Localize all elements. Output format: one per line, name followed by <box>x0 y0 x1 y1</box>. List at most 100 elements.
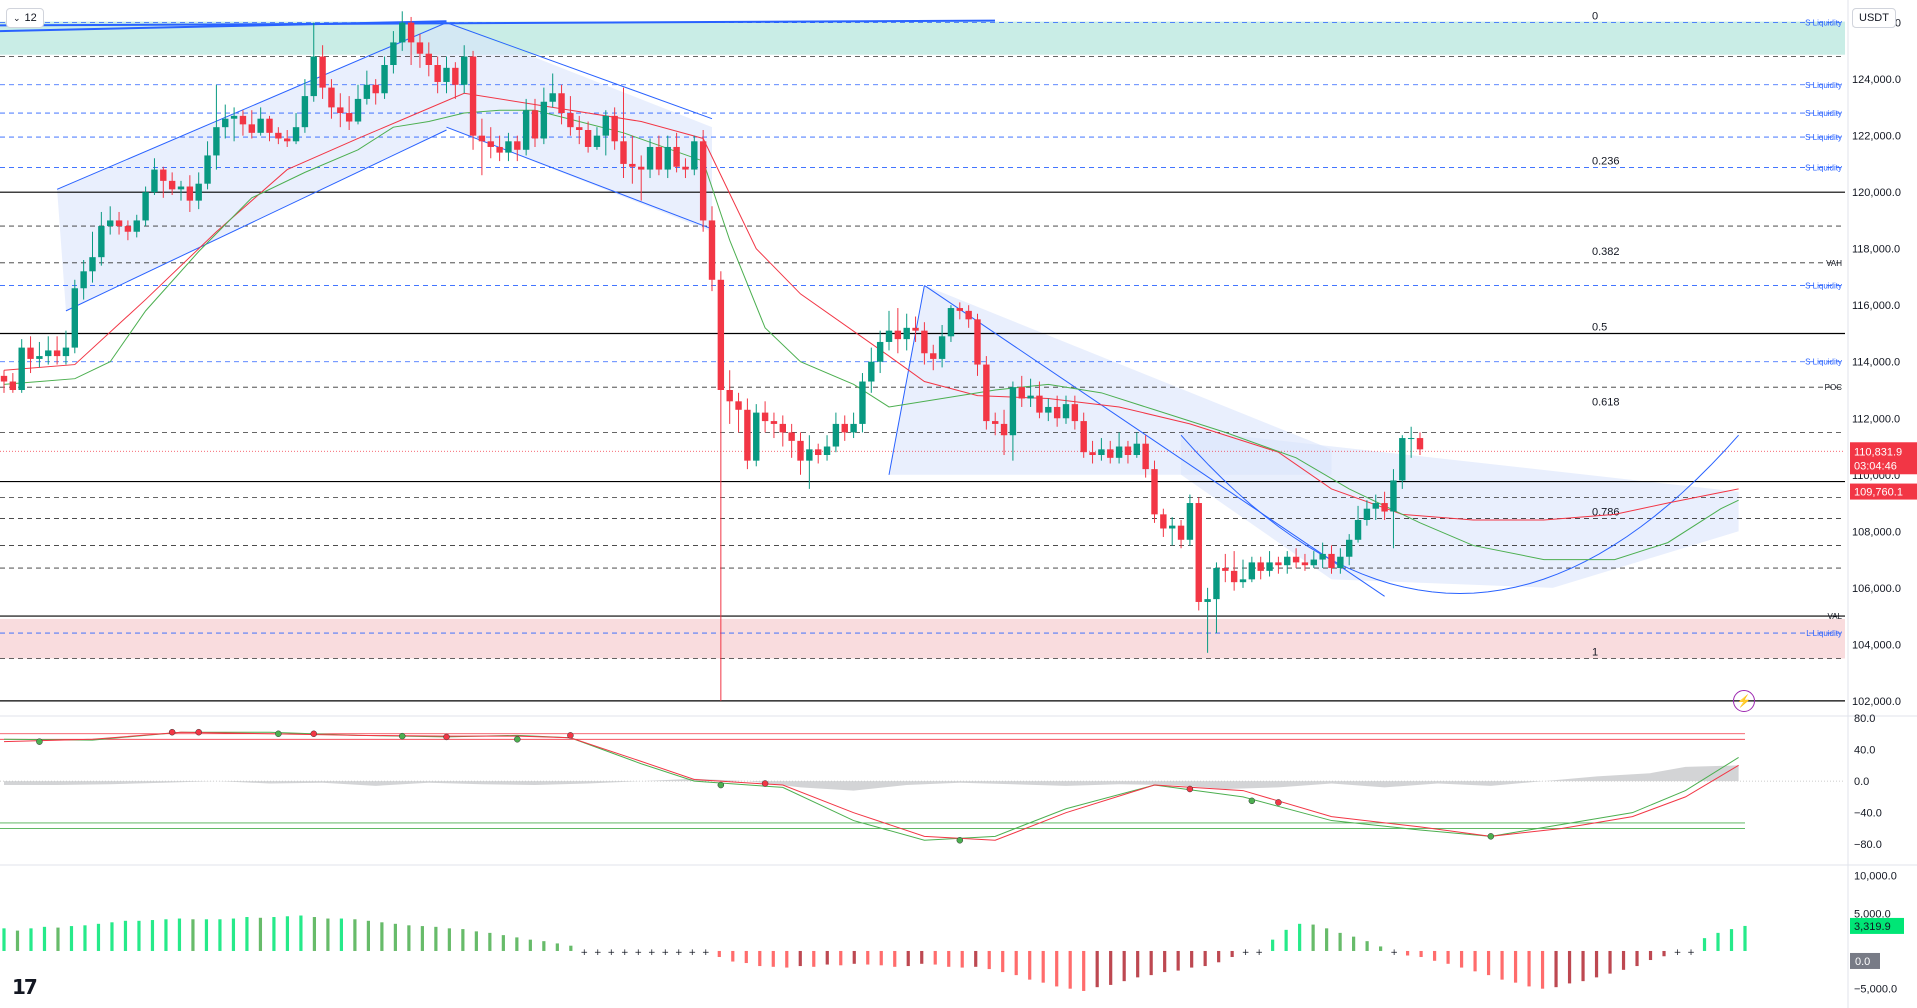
candle-body <box>98 226 105 258</box>
candle-body <box>328 87 335 108</box>
price-tick-label: 102,000.0 <box>1852 696 1901 708</box>
histogram-bar <box>987 950 991 970</box>
histogram-bar <box>960 950 964 968</box>
histogram-cross: + <box>1674 948 1682 958</box>
candle-body <box>638 166 645 170</box>
candle-body <box>823 446 831 455</box>
candle-body <box>80 271 87 289</box>
histogram-bar <box>1271 939 1275 951</box>
histogram-bar <box>542 941 546 951</box>
candle-body <box>62 347 70 357</box>
histogram-bar <box>1662 950 1666 957</box>
candle-body <box>71 288 78 348</box>
candle-body <box>956 308 963 311</box>
liquidity-label: S Liquidity <box>1805 281 1842 290</box>
candle-body <box>912 327 919 331</box>
candle-body <box>1151 469 1158 515</box>
histogram-bar <box>1513 950 1518 983</box>
fib-label: 0.786 <box>1592 507 1620 519</box>
histogram-cross: + <box>1255 948 1263 958</box>
histogram-bar <box>1540 950 1545 989</box>
candle-body <box>1407 438 1415 440</box>
fib-label: 0.236 <box>1592 156 1620 168</box>
candle-body <box>1213 568 1220 600</box>
histogram-cross: + <box>1687 948 1695 958</box>
histogram-zero-badge <box>1850 952 1880 969</box>
histogram-value-text: 3,319.9 <box>1854 921 1891 933</box>
candle-body <box>646 146 654 170</box>
cross-marker <box>168 728 176 736</box>
interval-label: 12 <box>24 12 37 24</box>
candle-body <box>682 166 689 170</box>
candle-body <box>753 412 760 461</box>
supply-zone <box>0 21 1845 55</box>
candle-body <box>779 423 786 433</box>
cross-marker <box>956 837 964 844</box>
histogram-bar <box>150 920 155 951</box>
candle-body <box>567 113 574 128</box>
price-tick-label: 124,000.0 <box>1852 74 1901 86</box>
fib-label: 1 <box>1592 646 1598 658</box>
candle-body <box>788 432 795 441</box>
histogram-bar <box>1621 950 1626 970</box>
histogram-bar <box>1284 929 1288 951</box>
currency-label[interactable]: USDT <box>1852 8 1896 28</box>
candle-body <box>1027 395 1034 399</box>
histogram-cross: + <box>621 948 629 958</box>
candle-body <box>894 330 902 340</box>
histogram-bar <box>974 950 978 967</box>
histogram-bar <box>1729 929 1734 951</box>
liquidity-label: S Liquidity <box>1805 19 1842 28</box>
histogram-bar <box>1203 950 1207 967</box>
histogram-tick-label: 10,000.0 <box>1854 871 1897 883</box>
histogram-bar <box>1500 950 1504 980</box>
candle-body <box>770 421 778 424</box>
candle-body <box>1399 438 1406 481</box>
histogram-cross: + <box>648 948 656 958</box>
liquidity-label: S Liquidity <box>1805 133 1842 142</box>
histogram-cross: + <box>689 948 697 958</box>
candle-body <box>461 56 468 85</box>
candle-body <box>204 155 211 184</box>
candle-body <box>1328 553 1335 569</box>
histogram-bar <box>1163 950 1167 973</box>
candle-body <box>1416 438 1424 450</box>
ascending-channel <box>57 22 447 311</box>
histogram-bar <box>1419 950 1423 958</box>
histogram-bar <box>1325 928 1329 951</box>
oscillator-red-line <box>3 731 1739 841</box>
candle-body <box>797 440 804 461</box>
candle-body <box>1222 568 1229 571</box>
histogram-bar <box>947 950 951 967</box>
candle-body <box>1018 387 1025 399</box>
histogram-bar <box>1567 950 1572 984</box>
candle-body <box>133 220 140 232</box>
top-trendline <box>0 20 447 33</box>
candle-body <box>876 341 884 362</box>
interval-selector[interactable]: ⌄ 12 <box>6 8 44 28</box>
candle-body <box>1292 556 1300 563</box>
histogram-bar <box>1122 950 1126 982</box>
candle-body <box>620 141 627 164</box>
candle-body <box>717 279 725 390</box>
candle-body <box>1301 562 1309 566</box>
histogram-bar <box>879 950 883 966</box>
candle-body <box>284 138 291 142</box>
histogram-bar <box>1055 950 1059 987</box>
oscillator-tick-label: 0.0 <box>1854 776 1869 788</box>
candle-body <box>115 220 123 227</box>
candle-body <box>850 423 857 433</box>
histogram-bar <box>204 919 209 951</box>
top-trendline <box>0 19 996 27</box>
demand-zone <box>0 618 1845 659</box>
histogram-bar <box>1109 950 1113 985</box>
histogram-cross: + <box>662 948 670 958</box>
lightning-icon[interactable]: ⚡ <box>1733 690 1755 712</box>
fib-label: 0.618 <box>1592 396 1620 408</box>
price-tick-label: 118,000.0 <box>1852 244 1900 256</box>
histogram-bar <box>1581 950 1585 982</box>
candle-body <box>213 127 220 156</box>
histogram-bar <box>258 917 263 951</box>
tradingview-logo[interactable]: 17 <box>12 975 38 999</box>
